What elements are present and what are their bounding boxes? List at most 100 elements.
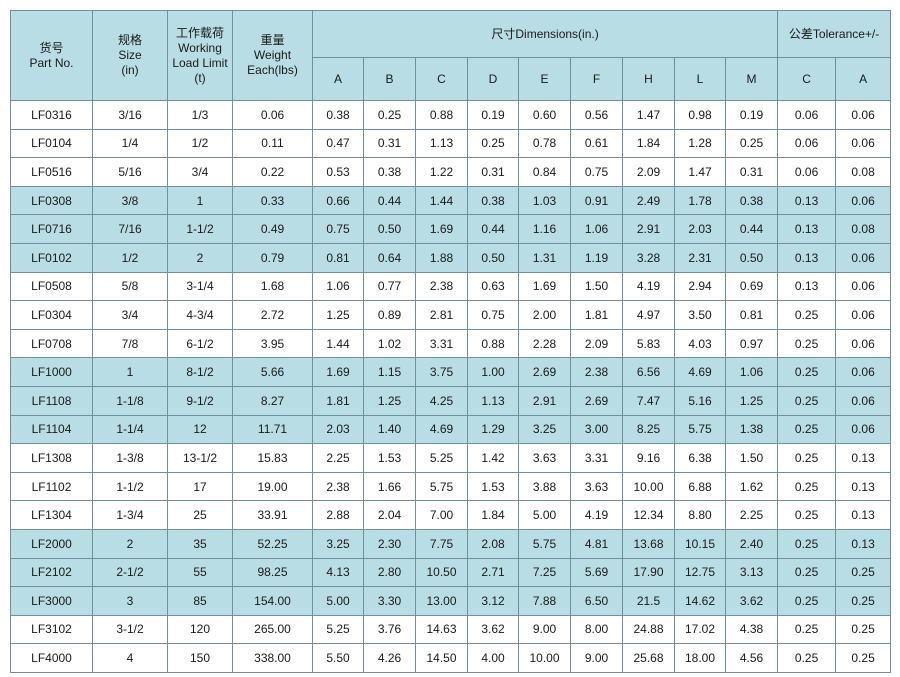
cell-dim-b: 0.64 [363,242,416,273]
cell-tol-a: 0.13 [835,528,892,559]
cell-dim-l: 8.80 [674,500,726,530]
cell-dim-h: 12.34 [622,500,675,530]
header-dimensions: 尺寸Dimensions(in.) [311,10,779,58]
cell-size: 1-1/8 [92,385,168,416]
cell-dim-d: 1.13 [467,385,519,416]
cell-dim-h: 7.47 [622,385,675,416]
cell-dim-f: 3.31 [570,443,623,473]
cell-dim-e: 7.88 [518,586,571,616]
cell-dim-d: 4.00 [467,643,519,673]
cell-tol-a: 0.08 [835,157,892,187]
cell-dim-h: 8.25 [622,414,675,445]
header-wll-en-1: Working [178,40,222,55]
cell-dim-e: 0.78 [518,128,571,159]
cell-dim-a: 2.25 [312,443,364,473]
cell-dim-b: 1.02 [363,328,416,359]
cell-dim-l: 5.75 [674,414,726,445]
cell-working-load-limit: 1-1/2 [167,214,233,244]
cell-dim-l: 2.94 [674,271,726,302]
cell-size: 1-1/2 [92,471,168,502]
cell-tol-c: 0.25 [777,385,837,416]
cell-size: 3-1/2 [92,614,168,645]
cell-size: 1-3/4 [92,500,168,530]
cell-tol-c: 0.06 [777,100,837,130]
cell-dim-c: 13.00 [415,586,468,616]
table-body: LF0316 3/16 1/3 0.06 0.38 0.25 0.88 0.19 0.60 0.5… [10,100,892,673]
cell-dim-f: 1.06 [570,214,623,244]
cell-dim-l: 1.28 [674,128,726,159]
cell-dim-c: 14.63 [415,614,468,645]
cell-tol-c: 0.25 [777,328,837,359]
cell-dim-a: 1.44 [312,328,364,359]
cell-weight: 0.22 [232,157,313,187]
cell-dim-l: 6.88 [674,471,726,502]
cell-tol-c: 0.25 [777,443,837,473]
cell-dim-m: 0.97 [724,328,779,359]
cell-dim-d: 2.71 [467,557,519,588]
table-row: LF1304 1-3/4 25 33.91 2.88 2.04 7.00 1.84 5.00 4.… [10,500,892,530]
cell-size: 4 [92,643,168,673]
cell-part-no: LF0508 [10,271,93,302]
cell-weight: 0.49 [232,214,313,244]
cell-working-load-limit: 120 [167,614,233,645]
cell-dim-a: 2.38 [312,471,364,502]
cell-dim-a: 1.69 [312,357,364,387]
cell-dim-e: 10.00 [518,643,571,673]
cell-size: 5/16 [92,157,168,187]
cell-dim-c: 4.69 [415,414,468,445]
cell-weight: 19.00 [232,471,313,502]
header-wll-unit: (t) [194,70,206,85]
cell-part-no: LF0104 [10,128,93,159]
cell-dim-e: 7.25 [518,557,571,588]
cell-dim-c: 5.75 [415,471,468,502]
header-size-unit: (in) [121,63,139,77]
cell-tol-a: 0.25 [835,643,892,673]
cell-tol-a: 0.25 [835,586,892,616]
header-dim-m: M [724,57,779,101]
cell-dim-b: 1.66 [363,471,416,502]
table-row: LF4000 4 150 338.00 5.50 4.26 14.50 4.00 10.00 9.… [10,643,892,673]
cell-tol-a: 0.06 [835,357,892,387]
cell-dim-b: 1.25 [363,385,416,416]
cell-working-load-limit: 4-3/4 [167,300,233,330]
header-size: 规格 Size (in) [92,10,168,101]
cell-dim-f: 8.00 [570,614,623,645]
cell-tol-c: 0.13 [777,185,837,216]
cell-dim-b: 0.44 [363,185,416,216]
cell-dim-c: 1.13 [415,128,468,159]
cell-working-load-limit: 8-1/2 [167,357,233,387]
cell-dim-l: 1.47 [674,157,726,187]
cell-dim-b: 4.26 [363,643,416,673]
cell-dim-a: 2.88 [312,500,364,530]
cell-dim-c: 4.25 [415,385,468,416]
table-row: LF0308 3/8 1 0.33 0.66 0.44 1.44 0.38 1.03 0.91 2.… [10,185,892,216]
cell-dim-h: 2.91 [622,214,675,244]
cell-dim-m: 4.38 [724,614,779,645]
header-weight-en-1: Weight [253,48,292,62]
table-row: LF0316 3/16 1/3 0.06 0.38 0.25 0.88 0.19 0.60 0.5… [10,100,892,130]
cell-part-no: LF1108 [10,385,93,416]
header-part-no-cn: 货号 [39,40,64,55]
cell-working-load-limit: 12 [167,414,233,445]
cell-size: 3/4 [92,300,168,330]
cell-dim-e: 0.84 [518,157,571,187]
cell-dim-f: 0.56 [570,100,623,130]
cell-weight: 154.00 [232,586,313,616]
table-row: LF1104 1-1/4 12 11.71 2.03 1.40 4.69 1.29 3.25 3.… [10,414,892,445]
cell-dim-e: 2.00 [518,300,571,330]
header-tol-a: A [835,57,892,101]
cell-weight: 265.00 [232,614,313,645]
cell-working-load-limit: 55 [167,557,233,588]
cell-dim-a: 0.75 [312,214,364,244]
cell-dim-h: 13.68 [622,528,675,559]
cell-dim-a: 1.06 [312,271,364,302]
cell-size: 1 [92,357,168,387]
cell-dim-d: 0.88 [467,328,519,359]
cell-dim-m: 0.25 [724,128,779,159]
cell-working-load-limit: 13-1/2 [167,443,233,473]
header-size-cn: 规格 [117,33,142,47]
cell-weight: 0.33 [232,185,313,216]
cell-part-no: LF1000 [10,357,93,387]
cell-weight: 52.25 [232,528,313,559]
cell-dim-d: 0.19 [467,100,519,130]
